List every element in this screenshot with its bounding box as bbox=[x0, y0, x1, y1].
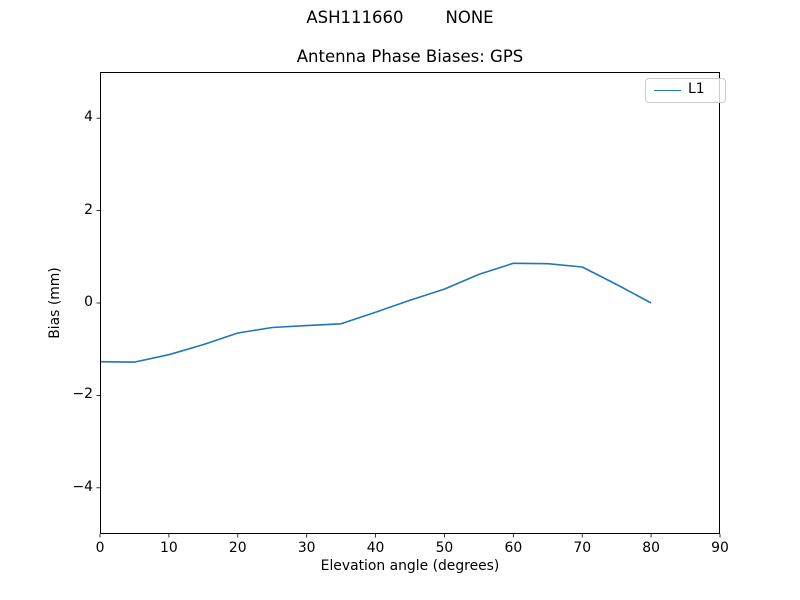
legend-entry-label: L1 bbox=[688, 80, 705, 97]
x-tick-label: 80 bbox=[642, 540, 660, 556]
x-tick-label: 50 bbox=[435, 540, 454, 556]
x-axis-label: Elevation angle (degrees) bbox=[320, 558, 500, 574]
y-tick-label: 2 bbox=[84, 201, 93, 218]
legend-line-sample bbox=[654, 90, 681, 91]
figure-suptitle: ASH111660 NONE bbox=[306, 8, 494, 27]
legend: L1 bbox=[645, 78, 726, 103]
y-axis-label: Bias (mm) bbox=[47, 267, 63, 339]
y-tick-label: 0 bbox=[84, 294, 93, 310]
x-tick-label: 90 bbox=[711, 540, 729, 556]
x-tick-label: 20 bbox=[228, 540, 247, 556]
series-line-L1 bbox=[99, 262, 652, 363]
axes-border bbox=[100, 72, 720, 534]
y-tick-label: −4 bbox=[72, 478, 93, 495]
x-tick-label: 70 bbox=[573, 540, 592, 556]
plot-area bbox=[96, 72, 721, 538]
plot-canvas bbox=[96, 72, 721, 538]
x-tick-label: 40 bbox=[366, 540, 385, 556]
y-tick-label: 4 bbox=[84, 109, 93, 126]
axes-title: Antenna Phase Biases: GPS bbox=[296, 47, 524, 66]
x-tick-label: 10 bbox=[160, 540, 178, 556]
y-tick-label: −2 bbox=[72, 386, 93, 403]
x-tick-label: 30 bbox=[297, 540, 316, 556]
x-tick-label: 0 bbox=[95, 540, 105, 556]
x-tick-label: 60 bbox=[504, 540, 523, 556]
legend-entry: L1 bbox=[654, 80, 705, 99]
